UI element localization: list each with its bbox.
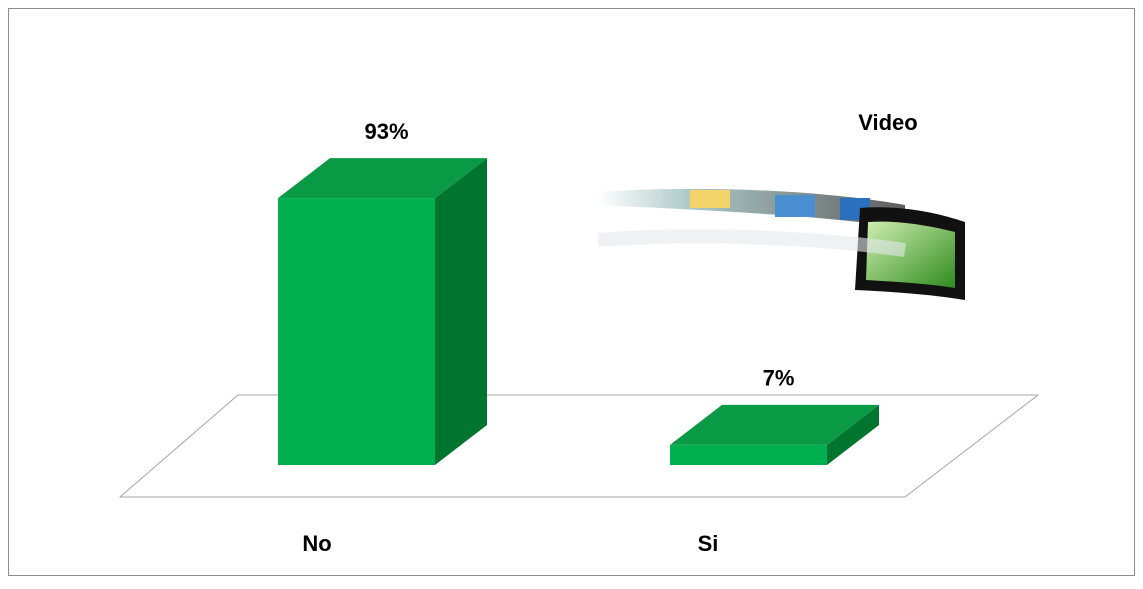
bar-top [278, 158, 487, 199]
bar-side [435, 158, 487, 465]
value-label: 7% [763, 366, 795, 391]
film-image [597, 188, 965, 300]
chart-title: Video [858, 110, 918, 135]
floor [118, 394, 1040, 498]
bar-front [278, 198, 435, 465]
bar [278, 158, 487, 465]
bar-front [670, 444, 827, 465]
bar-top [670, 404, 879, 445]
x-tick-label: No [302, 531, 331, 556]
bar [670, 404, 879, 465]
x-tick-label: Si [698, 531, 719, 556]
value-label: 93% [364, 119, 408, 144]
bar-side [827, 404, 879, 465]
